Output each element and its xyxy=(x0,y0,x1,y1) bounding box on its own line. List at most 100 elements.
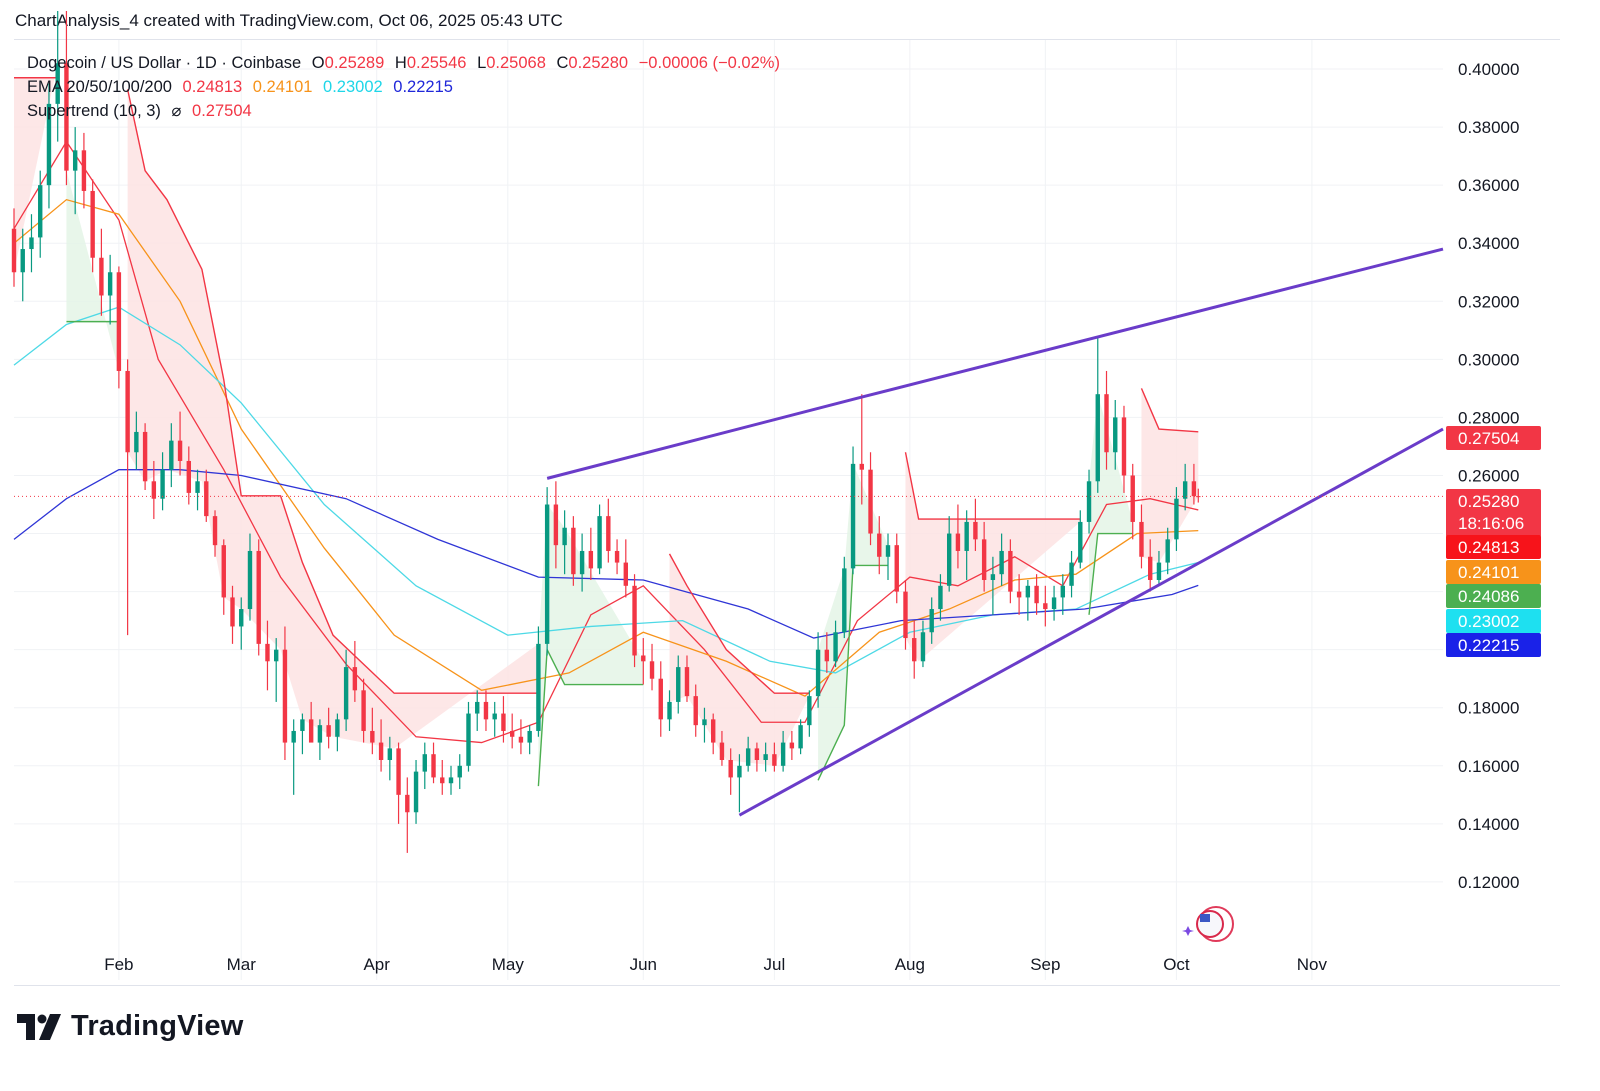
candle xyxy=(256,539,261,656)
supertrend-value: 0.27504 xyxy=(192,102,252,120)
candle-body xyxy=(317,725,323,743)
candle xyxy=(903,580,908,650)
candle-body xyxy=(300,719,305,731)
candle-body xyxy=(378,742,384,760)
candle-body xyxy=(606,516,611,551)
legend-ema-row: EMA 20/50/100/200 0.24813 0.24101 0.2300… xyxy=(27,75,780,99)
candle-body xyxy=(789,742,795,749)
candle-body xyxy=(422,754,427,772)
x-tick-label: Jun xyxy=(630,955,657,974)
candle-body xyxy=(509,730,515,737)
candle-body xyxy=(335,719,340,737)
candle-body xyxy=(579,550,585,575)
candle xyxy=(370,707,375,755)
candle-body xyxy=(186,460,192,493)
candle xyxy=(1104,370,1109,470)
price-label: 0.25280 18:16:06 xyxy=(1446,489,1541,537)
price-label-bg xyxy=(1446,633,1541,657)
candle xyxy=(579,533,585,592)
candle-body xyxy=(239,609,244,627)
candle xyxy=(1051,585,1057,621)
candle-body xyxy=(361,690,366,731)
candle xyxy=(649,643,655,691)
candle xyxy=(571,516,576,586)
supertrend-label: Supertrend (10, 3) xyxy=(27,102,161,120)
candle-body xyxy=(151,481,157,499)
supertrend-fill-down xyxy=(127,89,539,749)
candle-body xyxy=(1156,562,1162,580)
supertrend-fill-down xyxy=(1141,388,1199,563)
price-label-bg xyxy=(1446,584,1541,608)
candle xyxy=(405,777,410,853)
candle-body xyxy=(728,760,733,778)
candle-body xyxy=(475,701,480,714)
candle-body xyxy=(1008,550,1013,592)
candle-body xyxy=(169,440,174,470)
candle xyxy=(1016,574,1022,615)
candle xyxy=(789,730,795,760)
y-tick-label: 0.14000 xyxy=(1458,815,1519,834)
candle xyxy=(544,487,550,656)
candle xyxy=(335,713,340,752)
event-flag-canton xyxy=(1200,914,1210,922)
candle-body xyxy=(265,643,270,662)
candle-body xyxy=(990,574,996,580)
candle-body xyxy=(125,370,130,453)
supertrend-line-up xyxy=(537,647,644,787)
x-tick-label: Jul xyxy=(764,955,786,974)
candle xyxy=(99,228,104,316)
high-value: 0.25546 xyxy=(406,54,467,72)
candle-body xyxy=(99,257,104,296)
candle xyxy=(938,574,943,621)
candle xyxy=(1078,510,1083,569)
candle-body xyxy=(903,591,908,639)
tradingview-logo[interactable]: TradingView xyxy=(17,1010,244,1043)
candle-body xyxy=(763,754,768,760)
candle-body xyxy=(1139,521,1144,557)
candle-body xyxy=(833,632,838,662)
candle-body xyxy=(55,63,60,104)
candle-body xyxy=(64,63,69,171)
eye-off-icon[interactable]: ⌀ xyxy=(171,102,182,120)
candle-body xyxy=(553,504,559,546)
candle-body xyxy=(912,638,917,662)
candle-body xyxy=(326,725,331,737)
candle xyxy=(492,701,497,737)
candle xyxy=(291,719,296,795)
y-tick-label: 0.32000 xyxy=(1458,292,1519,311)
candle-body xyxy=(1182,481,1188,499)
candle xyxy=(658,661,663,737)
supertrend-line-down xyxy=(126,89,539,694)
candle xyxy=(868,452,873,546)
candle-body xyxy=(1043,603,1048,610)
low-label: L xyxy=(477,54,487,72)
candle-body xyxy=(693,696,698,726)
candle-body xyxy=(282,649,288,743)
candle-body xyxy=(1069,562,1074,586)
candle-body xyxy=(1104,394,1109,453)
ema100-value: 0.23002 xyxy=(323,78,383,96)
candle-body xyxy=(649,661,655,679)
price-label-text: 0.22215 xyxy=(1458,636,1519,655)
time-axis: Feb Mar Apr May Jun Jul Aug Sep Oct Nov xyxy=(104,906,1328,974)
symbol-title: Dogecoin / US Dollar · 1D · Coinbase xyxy=(27,54,302,72)
candle xyxy=(274,638,279,702)
candle-body xyxy=(387,748,393,760)
us-flag-event-icon[interactable] xyxy=(1182,906,1234,942)
candle-body xyxy=(1034,585,1039,604)
candle xyxy=(160,452,165,511)
candle-body xyxy=(29,237,34,250)
candle xyxy=(728,748,733,795)
supertrend-line-up xyxy=(817,564,889,781)
candle-body xyxy=(745,748,751,766)
candle-body xyxy=(134,431,139,453)
candle xyxy=(90,179,95,273)
x-tick-label: Oct xyxy=(1163,955,1190,974)
candle-body xyxy=(72,150,78,171)
candle-body xyxy=(641,655,646,662)
candle xyxy=(38,170,43,258)
candle-body xyxy=(352,667,358,691)
candle xyxy=(1174,487,1179,551)
price-chart[interactable]: 0.40000 0.38000 0.36000 0.34000 0.32000 0.300… xyxy=(0,0,1600,1000)
candle xyxy=(737,754,742,813)
